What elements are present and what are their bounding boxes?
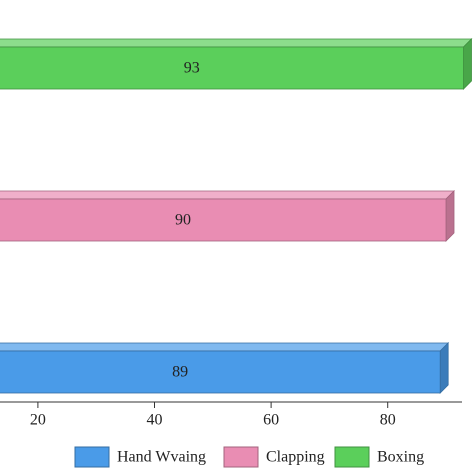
x-tick-label: 40 bbox=[147, 412, 163, 429]
bar-side bbox=[463, 38, 472, 90]
bar-side bbox=[439, 342, 449, 394]
value-label: 89 bbox=[172, 364, 188, 381]
bar-side bbox=[445, 190, 455, 242]
legend-label: Boxing bbox=[377, 449, 424, 466]
bar bbox=[0, 198, 447, 242]
bar-top bbox=[0, 342, 450, 352]
value-label: 93 bbox=[184, 60, 200, 77]
x-tick-label: 20 bbox=[30, 412, 46, 429]
x-tick-label: 60 bbox=[263, 412, 279, 429]
legend-label: Hand Wvaing bbox=[117, 449, 206, 466]
bar bbox=[0, 46, 464, 90]
legend-swatch bbox=[223, 446, 259, 468]
bar-top bbox=[0, 190, 455, 200]
legend-label: Clapping bbox=[266, 449, 325, 466]
x-tick-label: 80 bbox=[380, 412, 396, 429]
value-label: 90 bbox=[175, 212, 191, 229]
bar-top bbox=[0, 38, 473, 48]
legend-swatch bbox=[334, 446, 370, 468]
bar bbox=[0, 350, 441, 394]
legend-swatch bbox=[74, 446, 110, 468]
